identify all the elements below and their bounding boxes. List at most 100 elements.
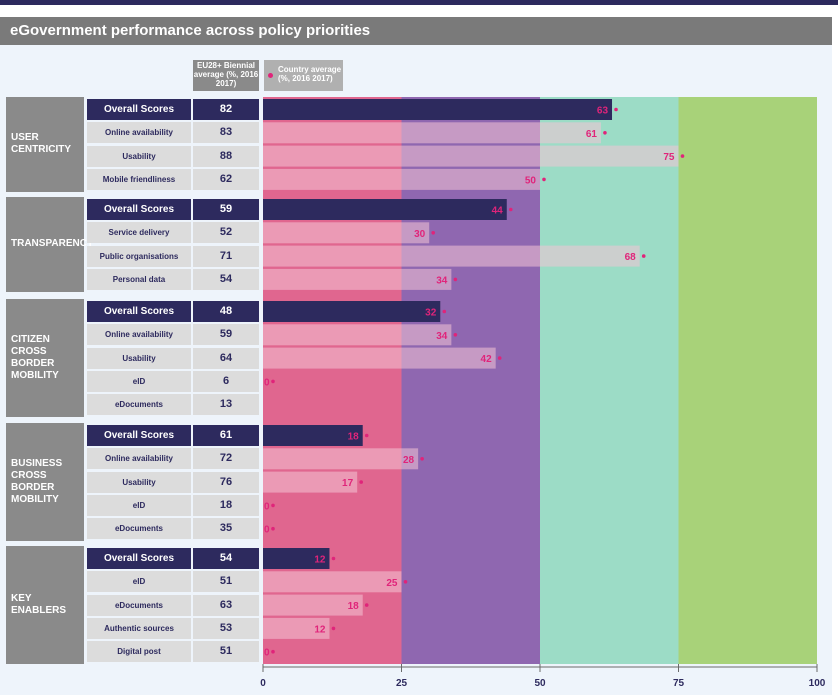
- row-label: Authentic sources: [87, 617, 191, 639]
- eu-average-value: 18: [193, 494, 259, 516]
- row-label: Overall Scores: [87, 301, 191, 322]
- country-score-bar: [263, 222, 430, 244]
- value-dot: [364, 603, 369, 607]
- eu-average-value: 54: [193, 268, 259, 290]
- eu-average-value: 51: [193, 641, 259, 663]
- country-value-label: 12: [314, 555, 326, 566]
- country-value-label: 34: [436, 275, 448, 286]
- value-dot: [331, 626, 336, 631]
- row-label: Personal data: [87, 268, 191, 290]
- country-score-bar: [263, 168, 540, 190]
- overall-score-bar: [263, 301, 441, 322]
- country-score-bar: [263, 571, 402, 593]
- country-value-label: 50: [525, 175, 537, 186]
- overall-score-bar: [263, 425, 363, 446]
- row-label: Usability: [87, 471, 191, 493]
- band-25-50: [401, 97, 540, 664]
- value-dot: [680, 154, 685, 158]
- x-tick-label: 50: [534, 678, 546, 689]
- overall-score-bar: [263, 199, 507, 220]
- band-0-25: [263, 97, 402, 664]
- row-label: Overall Scores: [87, 548, 191, 569]
- row-label: Overall Scores: [87, 99, 191, 120]
- value-dot: [641, 254, 646, 258]
- x-tick-label: 0: [260, 678, 266, 689]
- eu-average-value: 35: [193, 518, 259, 540]
- country-score-bar: [263, 122, 601, 144]
- legend-country-label: Country average (%, 2016 2017): [278, 65, 342, 83]
- value-dot: [614, 107, 618, 112]
- value-dot: [403, 580, 408, 584]
- country-value-label: 28: [403, 455, 415, 466]
- row-label: eDocuments: [87, 594, 191, 616]
- eu-average-value: 61: [193, 425, 259, 446]
- value-dot: [542, 177, 546, 182]
- row-label: Service delivery: [87, 222, 191, 244]
- row-label: Overall Scores: [87, 199, 191, 220]
- country-value-label: 0: [264, 501, 270, 512]
- country-score-bar: [263, 145, 679, 167]
- x-tick-label: 75: [673, 678, 685, 689]
- country-value-label: 42: [481, 354, 493, 365]
- country-score-bar: [263, 347, 496, 369]
- eu-average-value: 51: [193, 571, 259, 593]
- group-label: KEY ENABLERS: [6, 546, 84, 665]
- value-dot: [271, 379, 275, 384]
- band-75-100: [678, 97, 817, 664]
- country-value-label: 0: [264, 377, 270, 388]
- group-label: BUSINESS CROSS BORDER MOBILITY: [6, 423, 84, 542]
- row-label: eID: [87, 370, 191, 392]
- row-label: Online availability: [87, 448, 191, 470]
- country-value-label: 61: [586, 129, 598, 140]
- row-label: Online availability: [87, 122, 191, 144]
- value-dot: [431, 231, 436, 235]
- legend-eu-average: EU28+ Biennial average (%, 2016 2017): [193, 60, 259, 91]
- value-dot: [603, 131, 607, 135]
- value-dot: [508, 207, 513, 212]
- eu-average-value: 82: [193, 99, 259, 120]
- row-label: Online availability: [87, 324, 191, 346]
- legend-country-average: Country average (%, 2016 2017): [264, 60, 343, 91]
- value-dot: [364, 433, 369, 438]
- country-value-label: 0: [264, 525, 270, 536]
- row-label: Mobile friendliness: [87, 168, 191, 190]
- eu-average-value: 72: [193, 448, 259, 470]
- country-score-bar: [263, 324, 452, 346]
- value-dot: [331, 556, 336, 561]
- country-value-label: 75: [663, 152, 675, 163]
- country-score-bar: [263, 268, 452, 290]
- value-dot: [359, 480, 363, 484]
- country-value-label: 44: [492, 206, 504, 217]
- eu-average-value: 88: [193, 145, 259, 167]
- eu-average-value: 6: [193, 370, 259, 392]
- row-label: Usability: [87, 347, 191, 369]
- eu-average-value: 52: [193, 222, 259, 244]
- country-value-label: 18: [348, 432, 360, 443]
- country-value-label: 63: [597, 106, 609, 117]
- country-value-label: 25: [386, 578, 398, 589]
- row-label: Public organisations: [87, 245, 191, 267]
- eu-average-value: 48: [193, 301, 259, 322]
- country-value-label: 17: [342, 478, 354, 489]
- value-dot: [271, 503, 275, 508]
- eu-average-value: 59: [193, 324, 259, 346]
- value-dot: [420, 457, 424, 461]
- top-rule: [0, 0, 838, 5]
- country-value-label: 68: [625, 252, 637, 263]
- band-50-75: [540, 97, 679, 664]
- row-label: Digital post: [87, 641, 191, 663]
- eu-average-value: 59: [193, 199, 259, 220]
- eu-average-value: 53: [193, 617, 259, 639]
- country-value-label: 12: [314, 624, 326, 635]
- overall-score-bar: [263, 548, 330, 569]
- eu-average-value: 13: [193, 394, 259, 416]
- eu-average-value: 76: [193, 471, 259, 493]
- row-label: eDocuments: [87, 394, 191, 416]
- country-value-label: 32: [425, 308, 437, 319]
- country-score-bar: [263, 245, 640, 267]
- row-label: eID: [87, 571, 191, 593]
- country-score-bar: [263, 594, 363, 616]
- row-label: Overall Scores: [87, 425, 191, 446]
- eu-average-value: 83: [193, 122, 259, 144]
- group-label: TRANSPARENCY: [6, 197, 94, 292]
